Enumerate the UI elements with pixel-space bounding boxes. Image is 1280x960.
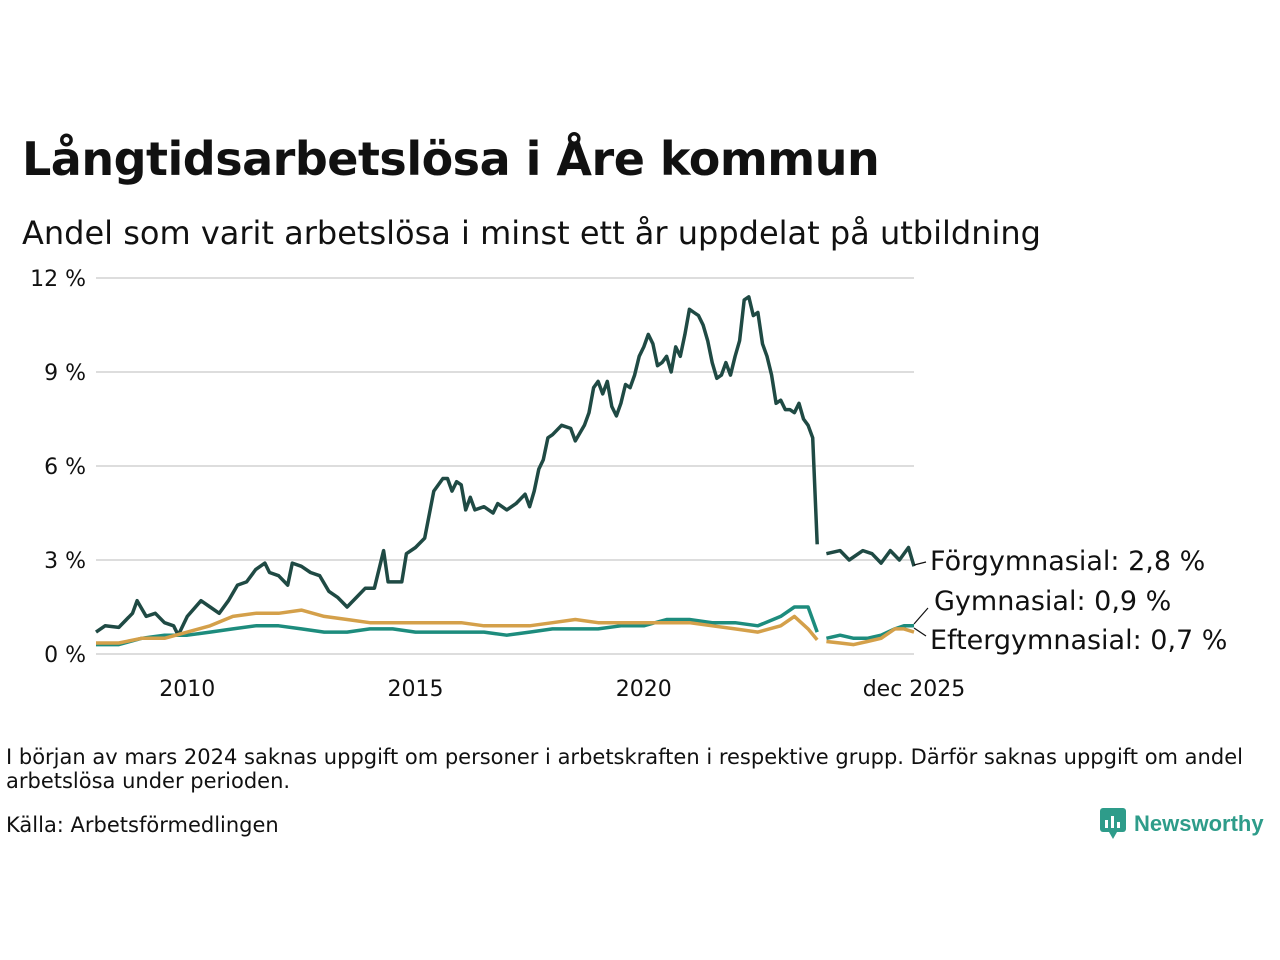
series-line-tail [826, 545, 916, 567]
y-tick-label: 9 % [44, 361, 86, 386]
series-line-eftergymnasial [96, 608, 819, 645]
series-line-förgymnasial [95, 295, 819, 637]
series-line-tail [826, 624, 914, 641]
y-tick-label: 12 % [30, 267, 86, 292]
series-line-tail [826, 627, 915, 647]
end-label-leader [913, 561, 927, 566]
x-tick-label: 2015 [388, 677, 444, 702]
end-label-gymnasial: Gymnasial: 0,9 % [934, 586, 1171, 617]
x-tick-label: dec 2025 [863, 677, 966, 702]
chart-title: Långtidsarbetslösa i Åre kommun [22, 132, 880, 186]
brand-name: Newsworthy [1134, 811, 1264, 836]
end-label-eftergymnasial: Eftergymnasial: 0,7 % [930, 625, 1227, 656]
series-line-gymnasial [96, 605, 819, 647]
y-tick-label: 0 % [44, 643, 86, 668]
newsworthy-icon [1100, 808, 1126, 839]
y-tick-label: 6 % [44, 455, 86, 480]
newsworthy-logo[interactable]: Newsworthy [1100, 808, 1264, 840]
end-labels: Förgymnasial: 2,8 % Gymnasial: 0,9 % Efter… [913, 546, 1227, 656]
x-tick-label: 2020 [616, 677, 672, 702]
y-tick-label: 3 % [44, 549, 86, 574]
end-label-leader [913, 627, 927, 637]
gridlines [96, 277, 914, 655]
footnote: I början av mars 2024 saknas uppgift om … [6, 745, 1243, 793]
x-axis-ticks: 2010 2015 2020 dec 2025 [159, 677, 965, 702]
end-label-leader [913, 607, 929, 625]
end-label-förgymnasial: Förgymnasial: 2,8 % [930, 546, 1205, 577]
y-axis-ticks: 0 % 3 % 6 % 9 % 12 % [30, 267, 86, 668]
source-text: Källa: Arbetsförmedlingen [6, 813, 279, 837]
series-lines [95, 295, 916, 647]
chart-subtitle: Andel som varit arbetslösa i minst ett å… [22, 214, 1041, 252]
x-tick-label: 2010 [159, 677, 215, 702]
